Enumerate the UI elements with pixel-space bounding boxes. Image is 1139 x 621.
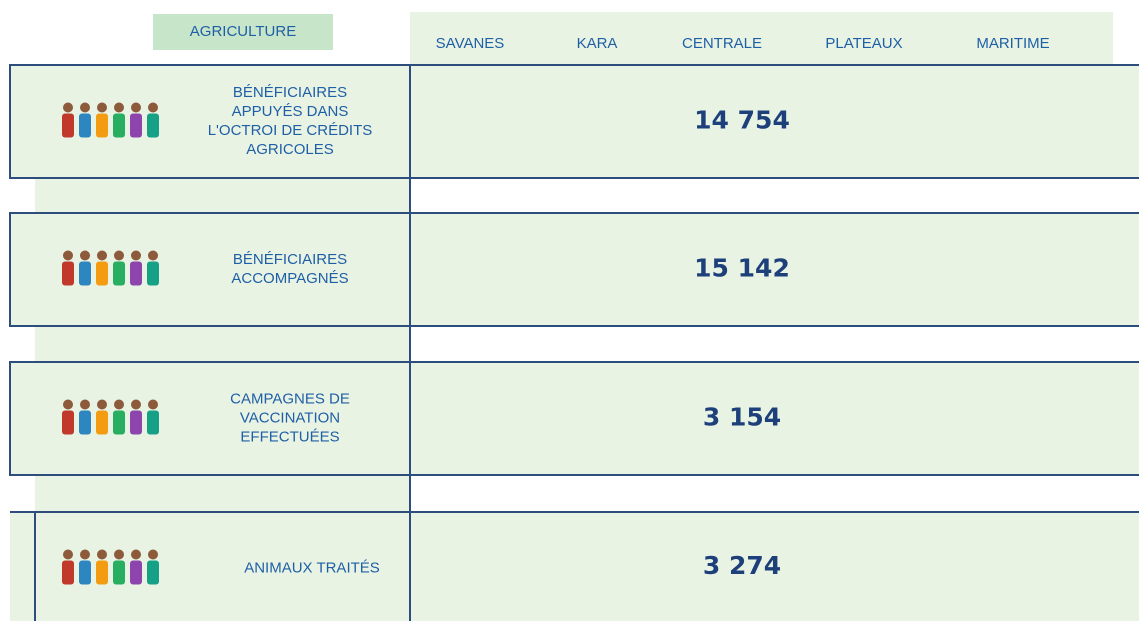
icon-head (131, 399, 141, 410)
icon-head (131, 102, 141, 113)
icon-body (96, 113, 108, 138)
icon-head (80, 399, 90, 410)
icon-head (148, 399, 158, 410)
region: CENTRALE (682, 35, 762, 52)
icon-body (113, 261, 125, 286)
row-label: BÉNÉFICIAIRES (233, 251, 347, 268)
icon-body (79, 261, 91, 286)
icon-body (113, 560, 125, 585)
icon-body (147, 261, 159, 286)
icon-body (79, 113, 91, 138)
row-label: ANIMAUX TRAITÉS (244, 559, 380, 576)
icon-head (97, 399, 107, 410)
region-band (410, 12, 1113, 65)
icon-head (97, 250, 107, 261)
region: KARA (577, 35, 618, 52)
row-fill (410, 512, 1139, 621)
row-value: 15 142 (694, 254, 790, 283)
icon-body (147, 560, 159, 585)
icon-body (79, 560, 91, 585)
region: MARITIME (976, 35, 1049, 52)
row-fill (410, 213, 1139, 326)
row-fill-left (10, 65, 410, 178)
icon-head (63, 102, 73, 113)
icon-body (79, 410, 91, 435)
row-fill (410, 362, 1139, 475)
icon-body (147, 410, 159, 435)
title-box (153, 14, 333, 50)
icon-head (97, 549, 107, 560)
region: SAVANES (436, 35, 505, 52)
row-value: 14 754 (694, 106, 790, 135)
icon-head (63, 549, 73, 560)
row-fill-left (10, 362, 410, 475)
row-value: 3 274 (703, 551, 781, 580)
icon-head (80, 250, 90, 261)
row-label: EFFECTUÉES (240, 428, 339, 445)
icon-head (131, 549, 141, 560)
icon-head (80, 549, 90, 560)
row-border (9, 212, 1139, 327)
row-border (9, 64, 1139, 179)
icon-body (130, 113, 142, 138)
icon-body (96, 261, 108, 286)
icon-body (62, 261, 74, 286)
icon-body (113, 113, 125, 138)
row-fill (410, 65, 1139, 178)
row-fill-left (10, 512, 410, 621)
row-border (9, 361, 1139, 476)
icon-body (62, 410, 74, 435)
row-label: APPUYÉS DANS (232, 103, 349, 120)
icon-head (148, 102, 158, 113)
title: AGRICULTURE (190, 23, 296, 40)
icon-head (63, 399, 73, 410)
row-label: ACCOMPAGNÉS (231, 270, 348, 287)
icon-body (96, 560, 108, 585)
icon-head (114, 102, 124, 113)
row-label: CAMPAGNES DE (230, 390, 350, 407)
icon-body (130, 560, 142, 585)
icon-body (62, 113, 74, 138)
icon-head (63, 250, 73, 261)
icon-body (147, 113, 159, 138)
region: PLATEAUX (825, 35, 902, 52)
icon-head (97, 102, 107, 113)
icon-head (114, 399, 124, 410)
row-label: L'OCTROI DE CRÉDITS (208, 122, 373, 139)
icon-head (148, 549, 158, 560)
row-border (10, 511, 1139, 621)
row-label: AGRICOLES (246, 141, 334, 158)
icon-body (130, 261, 142, 286)
row-label: BÉNÉFICIAIRES (233, 84, 347, 101)
icon-body (62, 560, 74, 585)
icon-head (114, 549, 124, 560)
row-label: VACCINATION (240, 409, 340, 426)
icon-head (131, 250, 141, 261)
icon-head (148, 250, 158, 261)
row-fill-left (10, 213, 410, 326)
icon-body (96, 410, 108, 435)
row-value: 3 154 (703, 403, 781, 432)
icon-head (80, 102, 90, 113)
icon-body (113, 410, 125, 435)
icon-head (114, 250, 124, 261)
icon-body (130, 410, 142, 435)
